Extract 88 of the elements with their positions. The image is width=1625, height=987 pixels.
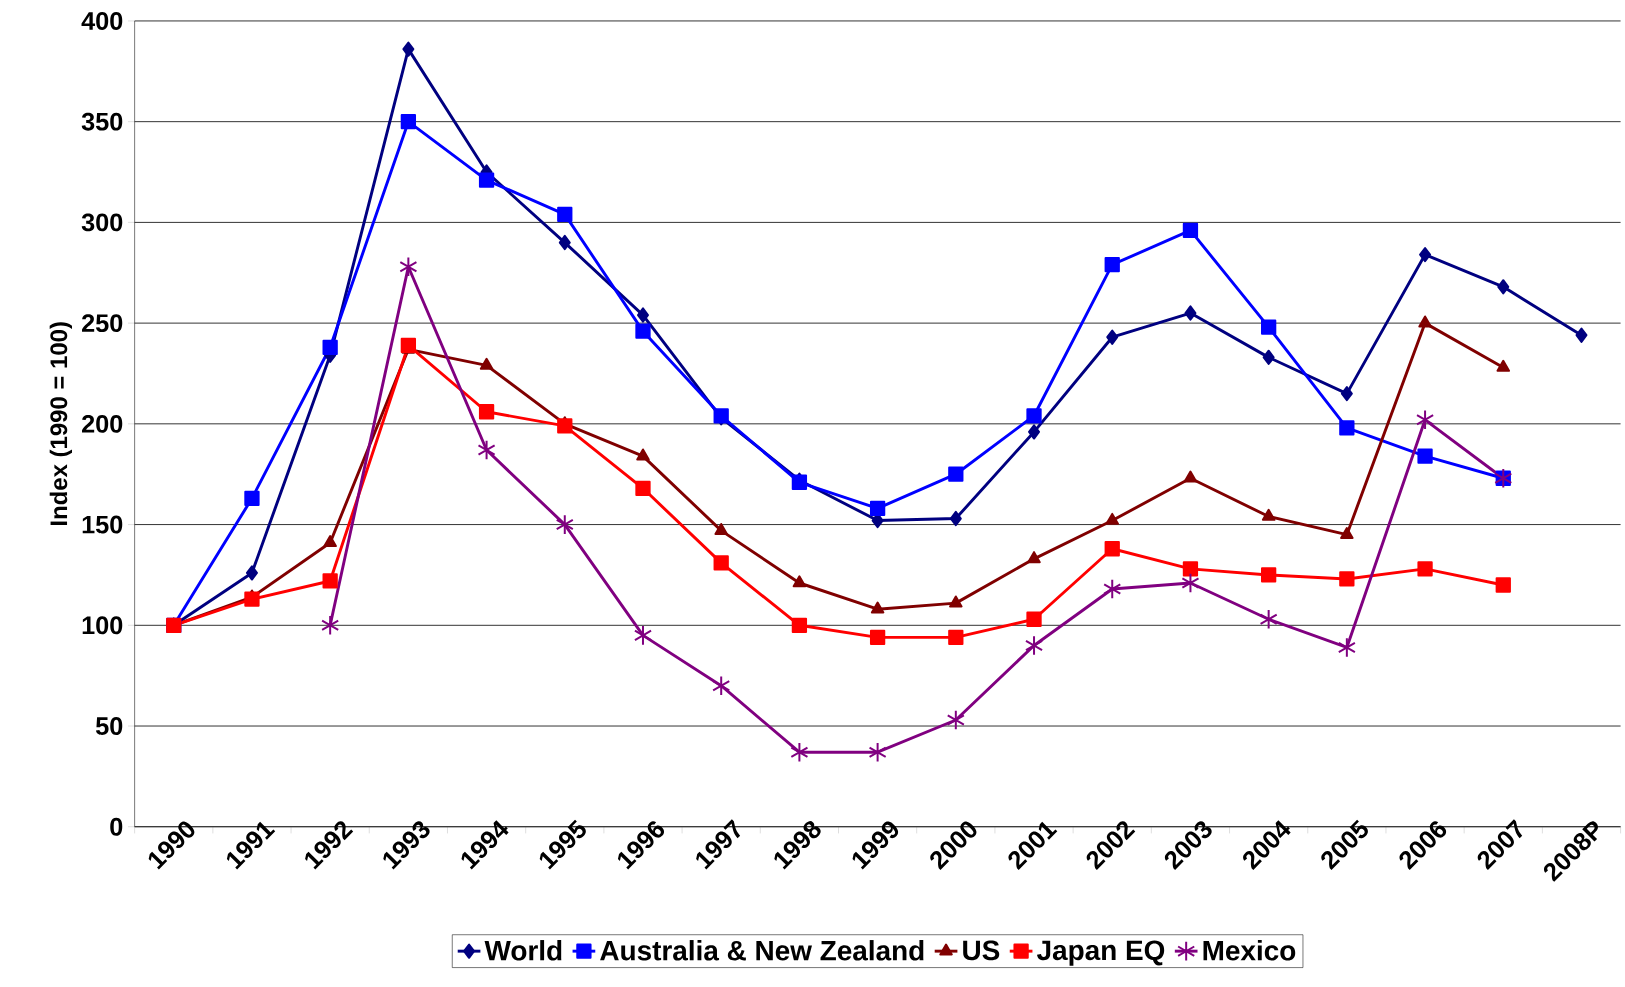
point [713,555,729,571]
point [1027,551,1041,563]
point [1259,608,1278,630]
point [322,573,338,589]
point [557,206,573,222]
point [1340,385,1353,402]
point [400,113,417,130]
point [1026,611,1042,627]
point [244,490,260,506]
y-axis-title: Index (1990 = 100) [49,322,73,525]
legend-label: US [963,940,1000,961]
point [478,172,495,188]
point [948,629,964,645]
point [1340,526,1354,539]
point [635,323,651,339]
point [870,601,885,614]
point [1496,359,1511,372]
y-tick-label: 50 [95,716,123,735]
point [1182,222,1199,238]
point [1337,636,1356,658]
point [557,418,573,434]
point [478,403,495,420]
point [791,617,808,633]
point [1419,246,1432,263]
point [949,510,962,527]
point [1183,470,1198,483]
point [712,675,731,696]
point [949,595,963,608]
point [1184,305,1197,321]
point [1339,420,1355,436]
point [869,500,886,516]
point [1103,578,1122,600]
point [637,307,649,323]
point [1028,424,1041,440]
point [323,534,337,547]
y-tick-label: 400 [81,11,123,30]
point [1417,561,1433,577]
point [1106,329,1119,345]
point [1339,571,1355,587]
point [400,337,417,353]
y-tick-label: 250 [82,314,123,332]
point [322,339,338,355]
legend-label: Japan EQ [1036,940,1165,966]
point [477,439,496,461]
point [558,234,571,251]
point [244,591,260,607]
y-tick-label: 150 [82,515,123,534]
y-tick-label: 350 [81,112,123,131]
point [479,357,494,370]
point [792,575,807,588]
point [1026,407,1042,424]
legend-label: Mexico [1203,939,1296,961]
point [1417,448,1433,464]
point [245,565,258,581]
point [868,741,887,763]
point [714,522,728,535]
y-tick-label: 300 [81,213,123,232]
y-tick-label: 200 [82,414,123,433]
point [636,448,650,461]
point [1418,315,1432,328]
point [1262,349,1275,365]
point [1495,577,1511,593]
point [1024,634,1044,656]
point [321,614,340,636]
y-tick-label: 100 [82,616,123,635]
point [1261,319,1277,335]
point [1261,508,1276,521]
point [946,709,965,731]
point [1181,572,1200,594]
point [869,629,886,645]
point [1575,327,1588,343]
point [555,514,574,535]
legend-label: Australia & New Zealand [600,939,924,961]
point [1497,279,1510,295]
point [635,480,651,496]
point [948,466,964,482]
legend-label: World [484,939,562,961]
point [399,256,418,277]
point [1416,409,1435,430]
point [790,741,809,763]
point [1105,512,1119,525]
point [1261,567,1277,583]
point [1182,561,1199,577]
y-tick-label: 0 [110,817,123,836]
point [1104,540,1120,557]
point [1104,256,1120,273]
point [402,41,415,57]
point [633,624,653,646]
